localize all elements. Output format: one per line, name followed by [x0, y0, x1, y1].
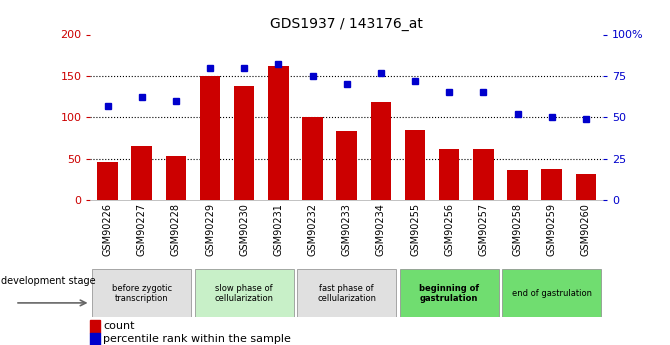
Bar: [336, 130, 357, 200]
Bar: [297, 269, 396, 317]
Bar: [507, 170, 528, 200]
Bar: [90, 320, 100, 333]
Text: fast phase of
cellularization: fast phase of cellularization: [317, 284, 377, 303]
Bar: [400, 269, 498, 317]
Bar: [439, 149, 460, 200]
Bar: [302, 117, 323, 200]
Bar: [92, 269, 191, 317]
Text: slow phase of
cellularization: slow phase of cellularization: [214, 284, 274, 303]
Text: development stage: development stage: [1, 276, 96, 286]
Bar: [200, 76, 220, 200]
Text: end of gastrulation: end of gastrulation: [512, 289, 592, 298]
Bar: [541, 169, 562, 200]
Bar: [195, 269, 293, 317]
Bar: [268, 66, 289, 200]
Bar: [90, 333, 100, 345]
Bar: [131, 146, 152, 200]
Bar: [165, 156, 186, 200]
Bar: [97, 162, 118, 200]
Text: percentile rank within the sample: percentile rank within the sample: [103, 334, 291, 344]
Bar: [576, 175, 596, 200]
Bar: [473, 149, 494, 200]
Text: before zygotic
transcription: before zygotic transcription: [112, 284, 172, 303]
Text: count: count: [103, 321, 135, 331]
Title: GDS1937 / 143176_at: GDS1937 / 143176_at: [270, 17, 423, 31]
Text: beginning of
gastrulation: beginning of gastrulation: [419, 284, 479, 303]
Bar: [502, 269, 601, 317]
Bar: [371, 102, 391, 200]
Bar: [234, 86, 255, 200]
Bar: [405, 130, 425, 200]
